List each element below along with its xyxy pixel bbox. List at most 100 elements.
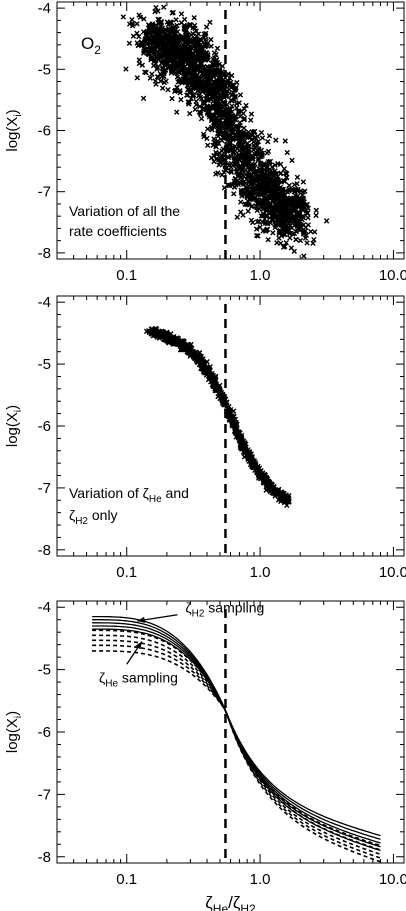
scatter-point (120, 14, 127, 20)
scatter-point (170, 58, 177, 65)
scatter-point (225, 71, 231, 77)
scatter-point (153, 54, 159, 60)
scatter-point (294, 193, 301, 199)
scatter-point (263, 227, 270, 233)
y-tick-label: -6 (38, 418, 51, 435)
scatter-point (232, 93, 239, 99)
scatter-point (229, 72, 235, 79)
x-tick-label: 0.1 (116, 564, 137, 581)
scatter-point (205, 142, 211, 149)
scatter-point (158, 19, 164, 26)
scatter-point (270, 209, 277, 216)
scatter-point (231, 191, 237, 197)
scatter-point (259, 135, 266, 141)
scatter-point (258, 201, 264, 207)
scatter-point (195, 31, 202, 37)
scatter-point (213, 171, 219, 177)
scatter-point (168, 68, 175, 74)
scatter-point (153, 4, 159, 11)
scatter-point (157, 46, 164, 52)
scatter-point (301, 199, 308, 205)
scatter-point (168, 70, 175, 76)
scatter-point (251, 187, 258, 193)
scatter-point (242, 155, 248, 161)
scatter-point (234, 79, 240, 86)
scatter-point (143, 69, 149, 76)
scatter-point (213, 99, 219, 106)
scatter-point (265, 237, 271, 243)
scatter-point (160, 57, 166, 64)
scatter-point (248, 111, 255, 117)
scatter-point (229, 423, 236, 429)
solid-series-line (92, 622, 381, 844)
scatter-point (234, 214, 240, 220)
scatter-point (272, 185, 278, 192)
scatter-point (266, 205, 273, 211)
scatter-point (300, 179, 307, 185)
scatter-point (232, 86, 239, 93)
annotation-arrow-he-head (135, 641, 142, 650)
scatter-point (286, 186, 292, 192)
scatter-point (205, 69, 211, 76)
scatter-points (143, 325, 292, 509)
scatter-point (293, 228, 299, 235)
scatter-point (300, 231, 307, 237)
scatter-point (178, 35, 184, 41)
scatter-point (278, 233, 285, 239)
dashed-series-line (92, 634, 381, 851)
scatter-point (176, 69, 182, 76)
scatter-point (263, 487, 269, 493)
scatter-point (267, 184, 273, 190)
scatter-point (147, 75, 153, 81)
x-tick-label: 10.0 (379, 564, 406, 581)
scatter-point (229, 103, 235, 109)
scatter-point (240, 158, 247, 164)
scatter-point (222, 100, 228, 107)
scatter-point (287, 209, 293, 215)
scatter-point (231, 178, 237, 184)
scatter-point (174, 74, 181, 80)
scatter-point (281, 228, 288, 235)
x-tick-label: 10.0 (379, 871, 406, 888)
scatter-point (253, 226, 260, 232)
scatter-point (211, 58, 217, 65)
scatter-point (145, 51, 152, 57)
dashed-series-line (92, 629, 381, 847)
scatter-point (151, 45, 158, 52)
y-tick-label: -7 (38, 786, 51, 803)
annotation-zeta-he-sampling: ζHe sampling (99, 669, 178, 689)
scatter-point (216, 162, 222, 168)
scatter-point (175, 341, 182, 347)
scatter-point (129, 17, 135, 23)
scatter-point (248, 217, 255, 223)
scatter-point (269, 164, 275, 170)
scatter-point (248, 163, 254, 169)
y-tick-label: -8 (38, 542, 51, 559)
scatter-point (168, 43, 174, 49)
scatter-point (153, 81, 159, 87)
scatter-point (278, 209, 285, 216)
scatter-point (254, 219, 261, 225)
scatter-point (204, 135, 210, 142)
y-tick-label: -4 (38, 294, 51, 311)
scatter-point (241, 115, 248, 121)
scatter-point (226, 182, 232, 189)
scatter-point (223, 167, 229, 174)
scatter-point (148, 39, 155, 46)
scatter-point (254, 133, 261, 139)
scatter-point (223, 90, 230, 96)
scatter-point (146, 327, 152, 334)
scatter-point (220, 146, 226, 152)
scatter-point (159, 34, 166, 41)
scatter-point (219, 69, 225, 75)
scatter-point (201, 34, 207, 40)
scatter-point (211, 50, 218, 56)
scatter-point (149, 71, 155, 77)
scatter-point (218, 73, 224, 80)
scatter-point (228, 120, 235, 127)
scatter-point (282, 243, 288, 250)
scatter-point (147, 44, 154, 50)
x-axis-label: ζHe/ζH2 (205, 893, 256, 911)
scatter-point (167, 21, 173, 27)
scatter-point (208, 43, 214, 49)
